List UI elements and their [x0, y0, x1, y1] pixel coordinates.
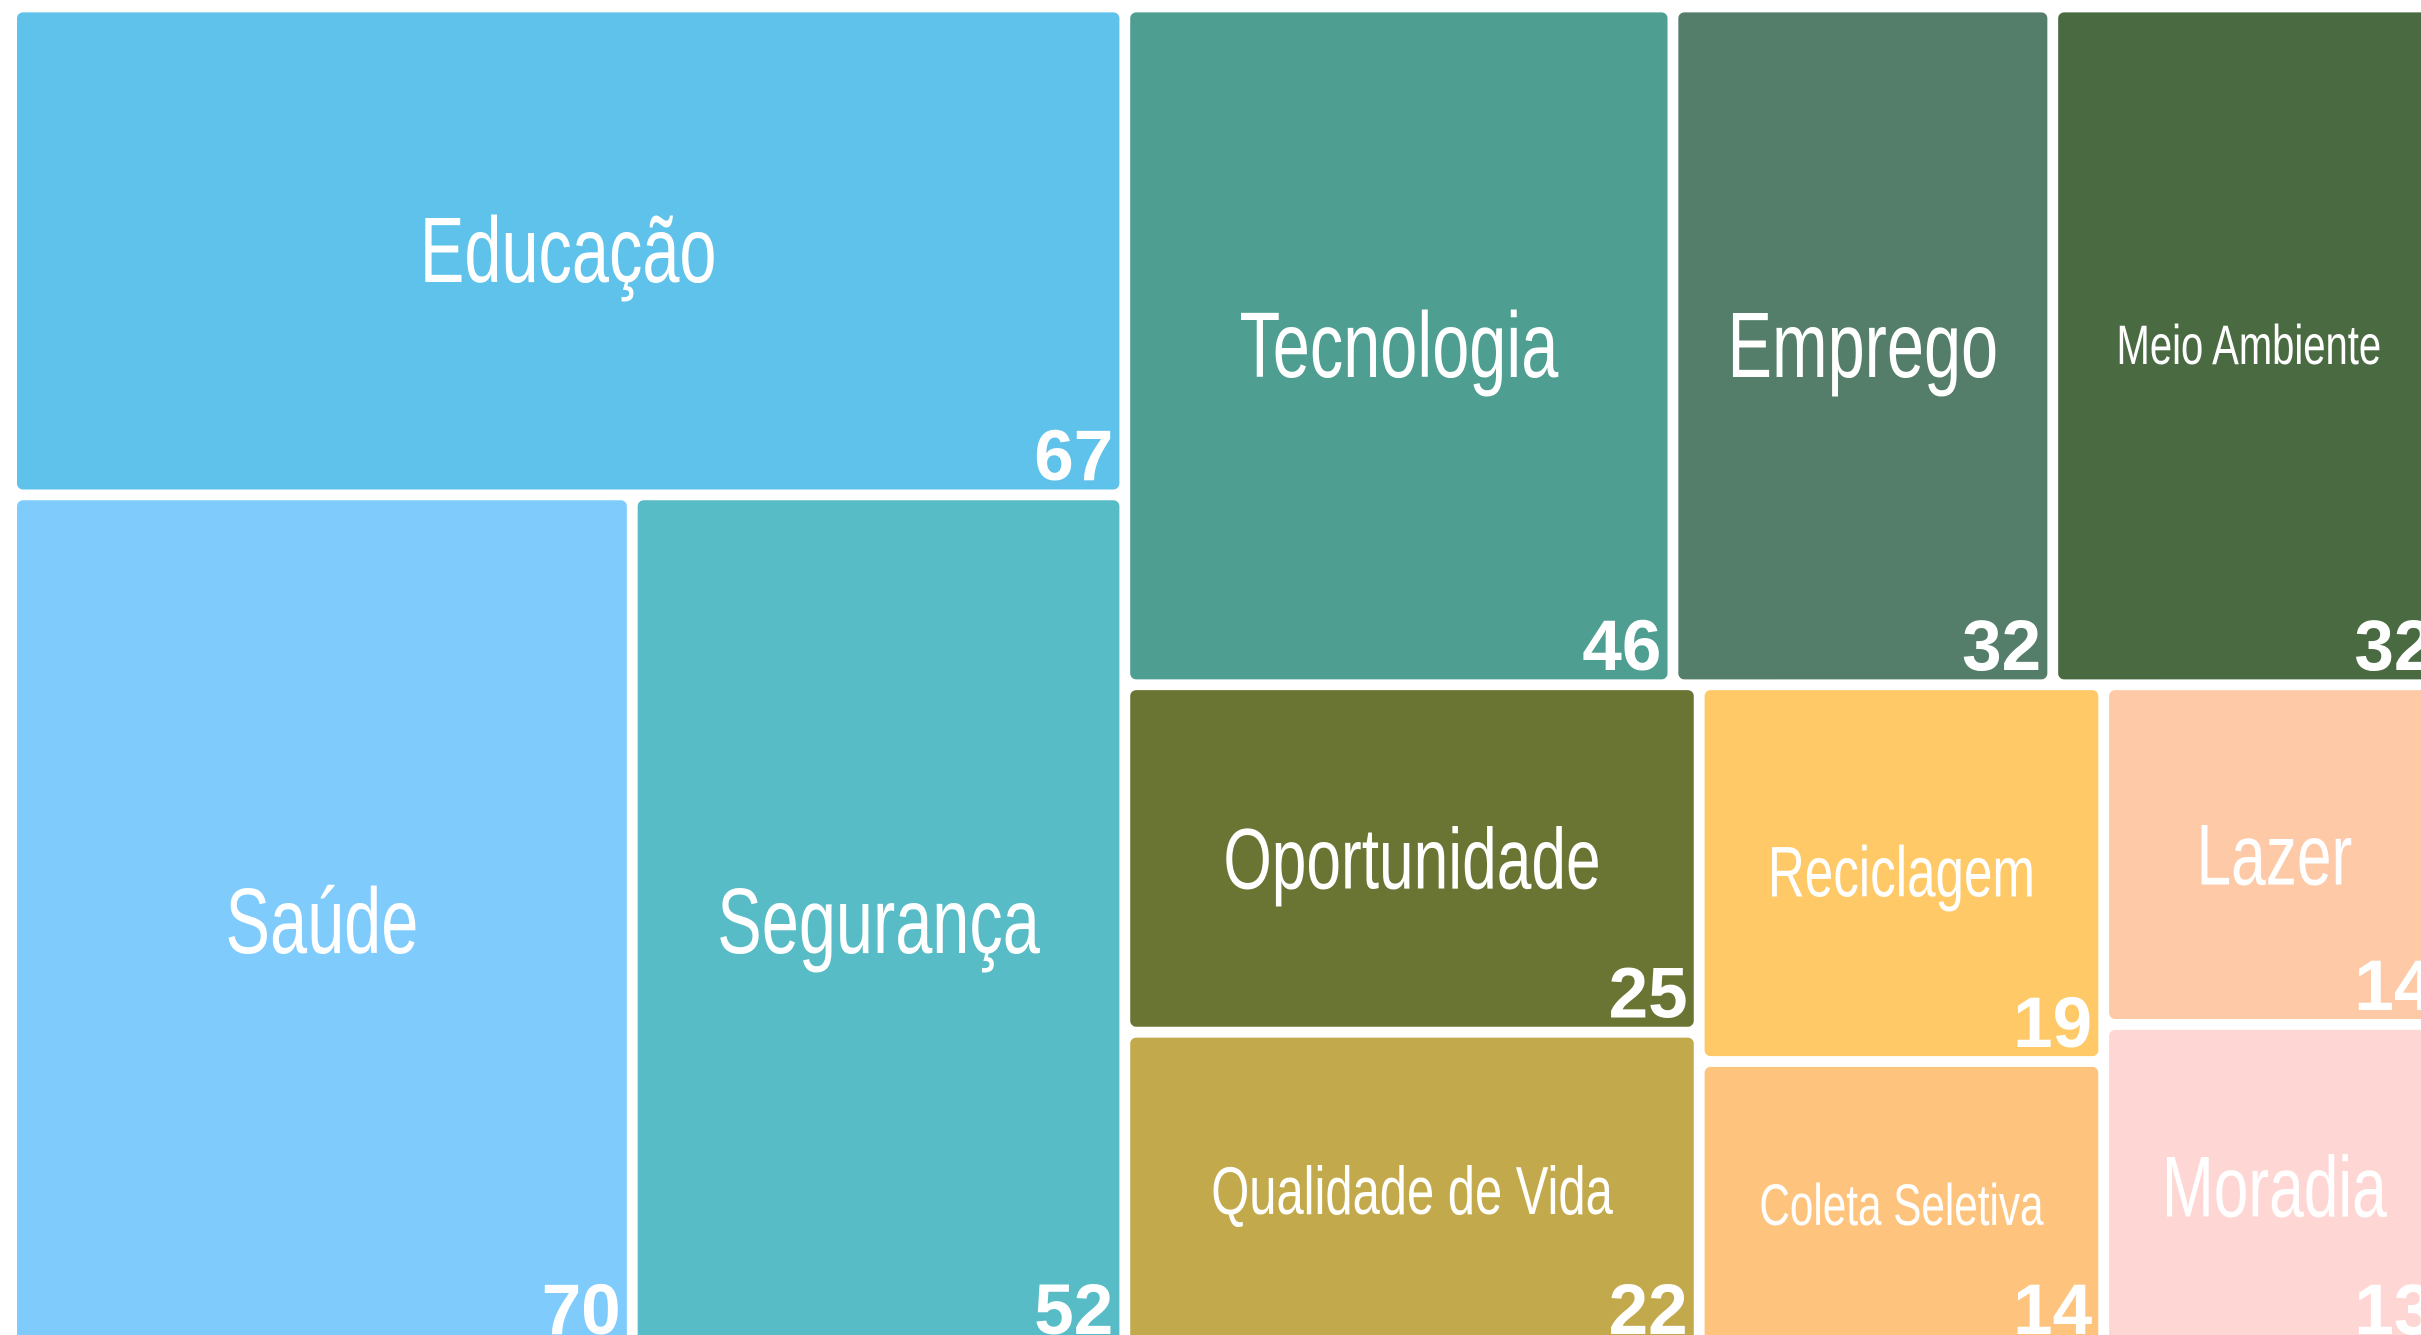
tile-label: Segurança — [717, 870, 1040, 973]
tile-label: Emprego — [1728, 294, 1999, 397]
tile-value: 22 — [1609, 1271, 1688, 1335]
tile-rect — [16, 12, 1120, 490]
tile-value: 67 — [1034, 417, 1113, 496]
tile: Saúde 70 — [16, 500, 627, 1335]
tile-rect — [1130, 690, 1694, 1027]
tile-value: 19 — [2013, 984, 2092, 1063]
tile-label: Oportunidade — [1223, 810, 1600, 906]
tile-value: 32 — [2354, 607, 2421, 686]
tile-value: 13 — [2354, 1271, 2421, 1335]
tile: Tecnologia 46 — [1130, 12, 1668, 686]
tile-rect — [1678, 12, 2048, 680]
tile-value: 25 — [1609, 954, 1688, 1033]
tile-rect — [2058, 12, 2421, 680]
tile-label: Coleta Seletiva — [1759, 1172, 2044, 1237]
tile-rect — [2109, 690, 2421, 1020]
tile: Segurança 52 — [637, 500, 1120, 1335]
tile: Reciclagem 19 — [1704, 690, 2099, 1063]
tile-value: 14 — [2013, 1271, 2092, 1335]
tile: Emprego 32 — [1678, 12, 2048, 686]
tile-label: Meio Ambiente — [2117, 315, 2382, 377]
tile: Moradia 13 — [2109, 1029, 2421, 1335]
tile-value: 14 — [2354, 947, 2421, 1026]
tile-rect — [1704, 1066, 2099, 1335]
tile-value: 32 — [1962, 607, 2041, 686]
tile-value: 70 — [542, 1271, 621, 1335]
tile-rect — [2109, 1029, 2421, 1335]
tile-label: Reciclagem — [1768, 834, 2035, 913]
tile-label: Qualidade de Vida — [1211, 1152, 1613, 1229]
tile-rect — [1704, 690, 2099, 1057]
tile-value: 46 — [1582, 607, 1661, 686]
tile: Meio Ambiente 32 — [2058, 12, 2421, 686]
tile-label: Tecnologia — [1239, 294, 1558, 397]
tile: Educação 67 — [16, 12, 1120, 496]
tile-rect — [16, 500, 627, 1335]
tile-rect — [637, 500, 1120, 1335]
tile-label: Saúde — [226, 870, 419, 973]
tile: Qualidade de Vida 22 — [1130, 1037, 1694, 1335]
tile: Coleta Seletiva 14 — [1704, 1066, 2099, 1335]
tile-label: Educação — [420, 199, 717, 302]
tile-label: Lazer — [2196, 806, 2352, 902]
tile-value: 52 — [1034, 1271, 1113, 1335]
tile-label: Moradia — [2162, 1138, 2387, 1234]
tile-rect — [1130, 1037, 1694, 1335]
tile-rect — [1130, 12, 1668, 680]
